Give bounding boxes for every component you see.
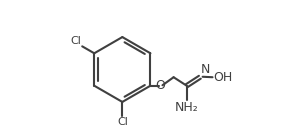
Text: OH: OH	[213, 71, 232, 84]
Text: NH₂: NH₂	[175, 101, 199, 114]
Text: O: O	[156, 79, 165, 92]
Text: Cl: Cl	[117, 117, 128, 127]
Text: N: N	[201, 63, 210, 76]
Text: Cl: Cl	[71, 36, 81, 46]
